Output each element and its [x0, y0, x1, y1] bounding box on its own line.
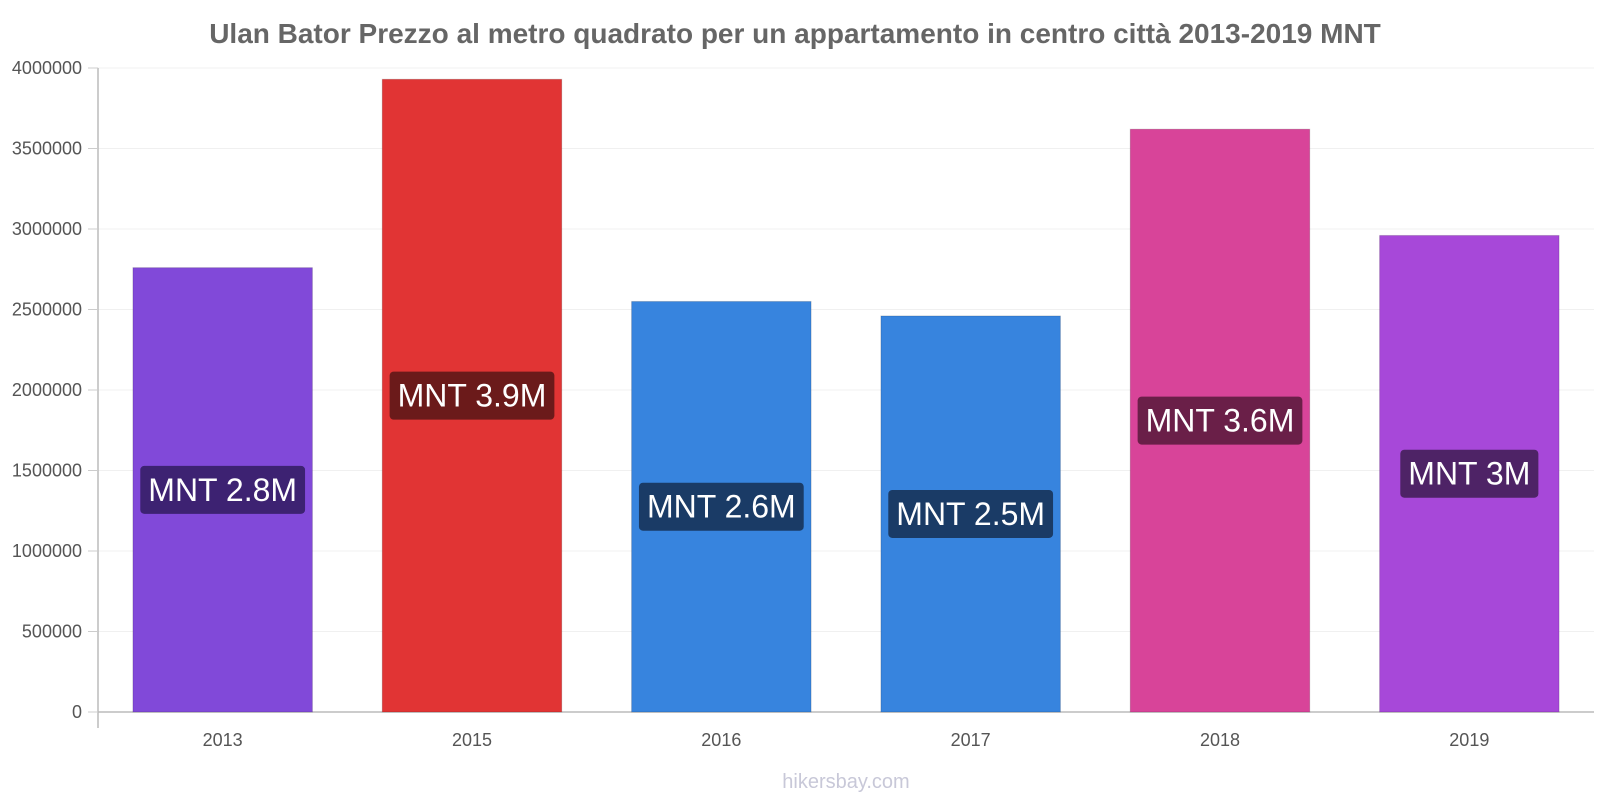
- y-tick-label: 500000: [22, 622, 82, 642]
- data-label-text: MNT 2.6M: [647, 489, 796, 525]
- y-axis-ticks: 0 500000 1000000 1500000 2000000 2500000 30000…: [12, 58, 98, 722]
- data-label-text: MNT 3.6M: [1146, 403, 1295, 439]
- data-label-bg: [1137, 396, 1303, 445]
- data-label-text: MNT 3M: [1408, 456, 1530, 492]
- y-tick-label: 2500000: [12, 300, 82, 320]
- data-label-2018: MNT 3.6M: [1137, 396, 1303, 445]
- y-tick-label: 0: [72, 702, 82, 722]
- x-axis-ticks: 2013 2015 2016 2017 2018 2019: [203, 730, 1490, 750]
- bars: [132, 78, 1560, 713]
- data-label-text: MNT 3.9M: [398, 378, 547, 414]
- data-label-2017: MNT 2.5M: [888, 489, 1054, 538]
- data-label-bg: [888, 489, 1054, 538]
- x-tick-label: 2016: [701, 730, 741, 750]
- data-label-2015: MNT 3.9M: [389, 371, 555, 420]
- data-labels: MNT 2.8M MNT 3.9M MNT 2.6M MNT 2.5M MNT 3.6M…: [140, 371, 1539, 538]
- data-label-2019: MNT 3M: [1400, 449, 1539, 498]
- y-tick-label: 2000000: [12, 380, 82, 400]
- y-tick-label: 3500000: [12, 139, 82, 159]
- x-tick-label: 2015: [452, 730, 492, 750]
- y-tick-label: 1500000: [12, 461, 82, 481]
- data-label-bg: [638, 482, 804, 531]
- data-label-bg: [389, 371, 555, 420]
- watermark: hikersbay.com: [782, 771, 909, 793]
- data-label-bg: [1400, 449, 1539, 498]
- axes: [97, 68, 1594, 728]
- data-label-text: MNT 2.8M: [148, 472, 297, 508]
- x-tick-label: 2013: [203, 730, 243, 750]
- data-label-2013: MNT 2.8M: [140, 465, 306, 514]
- gridlines: [98, 67, 1594, 632]
- x-tick-label: 2018: [1200, 730, 1240, 750]
- y-tick-label: 4000000: [12, 58, 82, 78]
- x-tick-label: 2017: [951, 730, 991, 750]
- chart-title: Ulan Bator Prezzo al metro quadrato per …: [209, 18, 1381, 49]
- data-label-text: MNT 2.5M: [896, 496, 1045, 532]
- data-label-bg: [140, 465, 306, 514]
- x-tick-label: 2019: [1449, 730, 1489, 750]
- data-label-2016: MNT 2.6M: [638, 482, 804, 531]
- y-tick-label: 3000000: [12, 219, 82, 239]
- y-tick-label: 1000000: [12, 541, 82, 561]
